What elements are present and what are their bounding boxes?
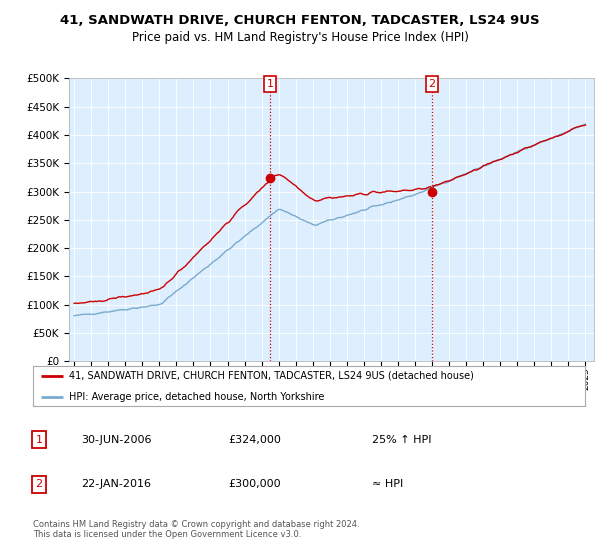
- Text: 22-JAN-2016: 22-JAN-2016: [81, 479, 151, 489]
- Text: Price paid vs. HM Land Registry's House Price Index (HPI): Price paid vs. HM Land Registry's House …: [131, 31, 469, 44]
- Text: 30-JUN-2006: 30-JUN-2006: [81, 435, 151, 445]
- Text: HPI: Average price, detached house, North Yorkshire: HPI: Average price, detached house, Nort…: [69, 392, 324, 402]
- Text: 1: 1: [266, 79, 274, 89]
- Text: 41, SANDWATH DRIVE, CHURCH FENTON, TADCASTER, LS24 9US: 41, SANDWATH DRIVE, CHURCH FENTON, TADCA…: [60, 14, 540, 27]
- Text: ≈ HPI: ≈ HPI: [372, 479, 403, 489]
- Text: £324,000: £324,000: [228, 435, 281, 445]
- Text: 2: 2: [428, 79, 436, 89]
- Text: 41, SANDWATH DRIVE, CHURCH FENTON, TADCASTER, LS24 9US (detached house): 41, SANDWATH DRIVE, CHURCH FENTON, TADCA…: [69, 371, 474, 381]
- Text: £300,000: £300,000: [228, 479, 281, 489]
- Text: Contains HM Land Registry data © Crown copyright and database right 2024.
This d: Contains HM Land Registry data © Crown c…: [33, 520, 359, 539]
- Text: 1: 1: [35, 435, 43, 445]
- Text: 2: 2: [35, 479, 43, 489]
- Text: 25% ↑ HPI: 25% ↑ HPI: [372, 435, 431, 445]
